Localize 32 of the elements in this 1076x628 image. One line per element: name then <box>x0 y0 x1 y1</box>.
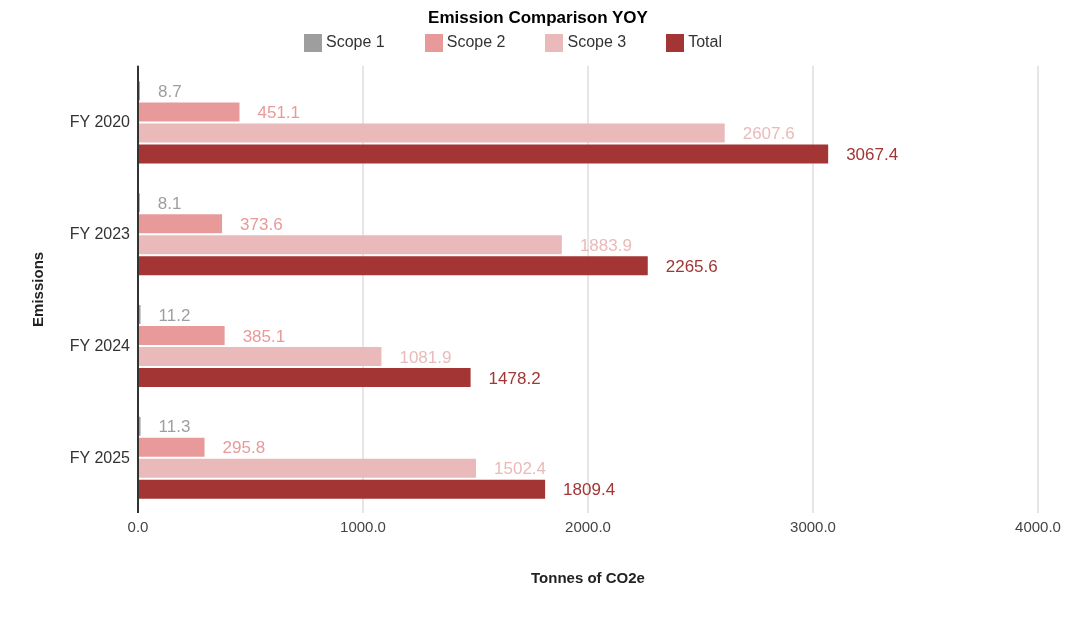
x-tick-label: 4000.0 <box>1015 517 1061 535</box>
x-tick-label: 1000.0 <box>340 517 386 535</box>
legend-label: Scope 1 <box>326 33 385 50</box>
x-tick-label: 3000.0 <box>790 517 836 535</box>
data-label: 3067.4 <box>846 144 899 164</box>
chart-title: Emission Comparison YOY <box>427 8 649 28</box>
x-axis-title: Tonnes of CO2e <box>531 569 645 586</box>
data-label: 11.2 <box>158 305 191 325</box>
y-tick-label: FY 2024 <box>69 336 131 354</box>
data-label: 1478.2 <box>488 368 541 388</box>
data-label: 1502.4 <box>494 459 547 479</box>
x-tick-label: 0.0 <box>127 517 149 535</box>
data-label: 8.7 <box>157 81 182 101</box>
data-label: 1883.9 <box>579 235 632 255</box>
data-label: 11.3 <box>158 417 191 437</box>
data-label: 385.1 <box>242 326 286 346</box>
y-tick-label: FY 2020 <box>69 113 131 131</box>
x-tick-label: 2000.0 <box>565 517 611 535</box>
data-label: 451.1 <box>257 102 301 122</box>
data-label: 1081.9 <box>399 347 452 367</box>
data-label: 2265.6 <box>665 256 718 276</box>
data-label: 373.6 <box>240 214 283 234</box>
legend-label: Total <box>688 33 722 50</box>
data-label: 1809.4 <box>563 480 616 500</box>
y-axis-title: Emissions <box>29 251 47 327</box>
y-tick-label: FY 2023 <box>69 225 131 243</box>
legend-label: Scope 2 <box>446 33 506 50</box>
data-label: 295.8 <box>222 438 266 458</box>
y-tick-label: FY 2025 <box>69 448 131 466</box>
data-label: 2607.6 <box>742 123 795 143</box>
data-label: 8.1 <box>157 193 182 213</box>
legend-label: Scope 3 <box>567 33 627 50</box>
